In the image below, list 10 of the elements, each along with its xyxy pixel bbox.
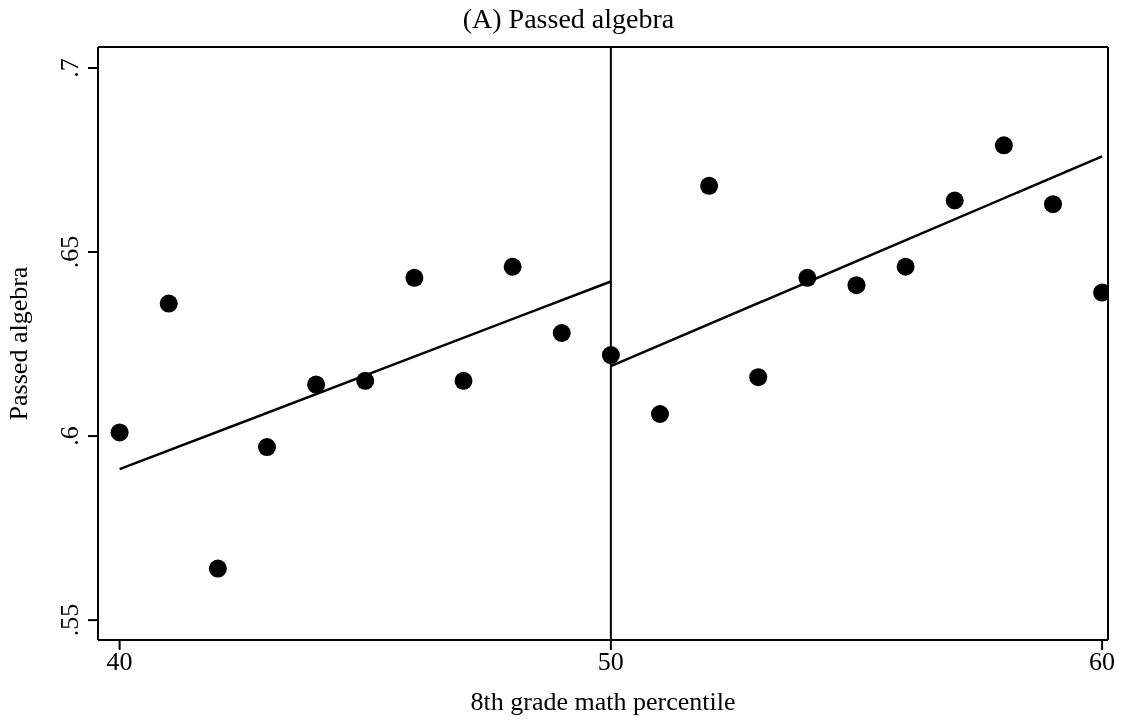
x-tick-label: 60 [1089, 647, 1116, 677]
y-tick-label: .7 [55, 58, 84, 78]
x-tick-label: 40 [106, 647, 133, 677]
y-tick-label: .65 [55, 235, 84, 269]
x-tick-label: 50 [597, 647, 624, 677]
y-axis-title: Passed algebra [4, 266, 34, 421]
x-axis-title: 8th grade math percentile [470, 687, 736, 716]
y-tick-label: .55 [55, 603, 84, 637]
chart-title: (A) Passed algebra [461, 2, 676, 36]
y-tick-label: .6 [55, 426, 84, 446]
